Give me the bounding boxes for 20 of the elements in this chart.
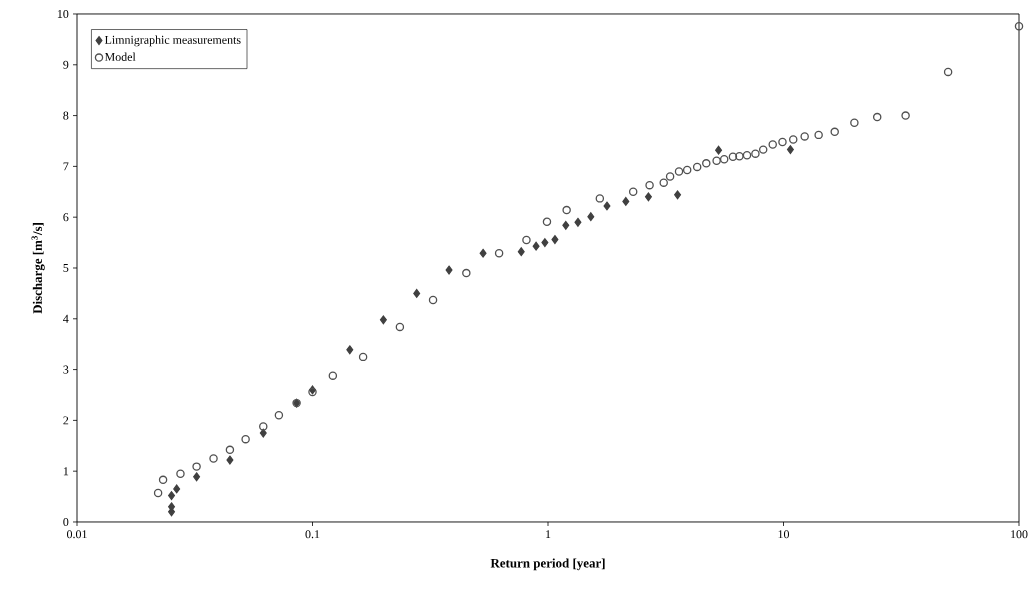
x-tick-label: 1 bbox=[546, 530, 551, 539]
y-axis-title: Discharge [m$^{3}$/s] bbox=[31, 223, 45, 314]
y-tick-label: 2 bbox=[63, 416, 69, 425]
y-tick-label: 8 bbox=[63, 111, 69, 120]
x-tick-label: 0.1 bbox=[305, 530, 320, 539]
legend-label: Limnigraphic measurements bbox=[104, 35, 241, 47]
x-tick-label: 0.01 bbox=[67, 530, 87, 539]
x-tick-label: 100 bbox=[1011, 530, 1028, 539]
y-tick-label: 7 bbox=[63, 162, 69, 171]
legend-label: Model bbox=[104, 52, 136, 61]
y-tick-label: 5 bbox=[63, 264, 69, 272]
y-tick-label: 3 bbox=[63, 365, 69, 374]
y-tick-label: 4 bbox=[63, 314, 69, 323]
x-axis-title: Return period [year] bbox=[490, 558, 605, 571]
y-tick-label: 1 bbox=[63, 467, 69, 476]
y-tick-label: 6 bbox=[63, 213, 69, 222]
x-tick-label: 10 bbox=[778, 530, 790, 539]
y-tick-label: 9 bbox=[63, 60, 69, 69]
y-tick-label: 0 bbox=[63, 517, 69, 527]
y-tick-label: 10 bbox=[57, 9, 69, 19]
